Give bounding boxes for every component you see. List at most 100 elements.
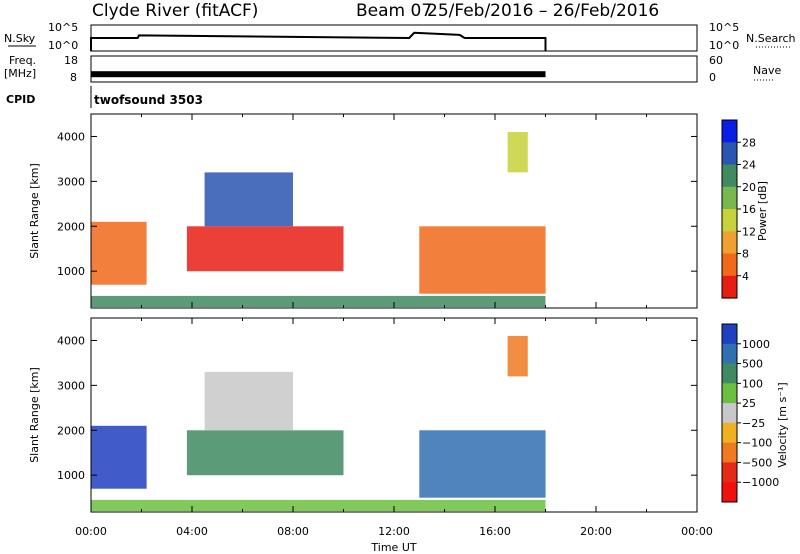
noise-panel: N.Sky 10^5 10^0 10^5 10^0 N.Search xyxy=(4,21,796,52)
freq-series-band xyxy=(91,71,546,78)
nave-label: Nave xyxy=(753,64,781,77)
noise-left-tick-bottom: 10^0 xyxy=(48,39,78,52)
y-tick-label-0: 1000 xyxy=(57,265,85,278)
colorbar-tick-label-5: 8 xyxy=(742,248,749,261)
noise-right-tick-bottom: 10^0 xyxy=(709,39,739,52)
colorbar-tick-label-3: 25 xyxy=(742,397,756,410)
colorbar-tick-label-1: 500 xyxy=(742,358,763,371)
cpid-label: CPID xyxy=(6,93,35,106)
colorbar-segment-4 xyxy=(722,403,737,424)
scatter-region-5 xyxy=(507,336,528,377)
colorbar-segment-0 xyxy=(722,120,737,143)
colorbar-segment-2 xyxy=(722,164,737,188)
freq-right-tick-top: 60 xyxy=(709,54,723,67)
colorbar-segment-3 xyxy=(722,186,737,210)
colorbar-tick-label-4: 12 xyxy=(742,225,756,238)
freq-left-tick-bottom: 8 xyxy=(70,71,77,84)
velocity-data-layer xyxy=(91,336,546,512)
power-frame xyxy=(90,113,698,309)
colorbar-segment-7 xyxy=(722,462,737,483)
noise-left-tick-top: 10^5 xyxy=(48,21,78,34)
colorbar-tick-label-7: −1000 xyxy=(742,476,779,489)
y-tick-label-2: 3000 xyxy=(57,175,85,188)
freq-label: Freq. xyxy=(9,54,36,67)
colorbar-tick-label-0: 1000 xyxy=(742,338,770,351)
x-tick-label-5: 20:00 xyxy=(580,525,612,538)
y-tick-label-0: 1000 xyxy=(57,469,85,482)
colorbar-tick-label-2: 20 xyxy=(742,181,756,194)
velocity-frame xyxy=(90,317,698,513)
cpid-value: twofsound 3503 xyxy=(94,93,203,107)
x-tick-label-1: 04:00 xyxy=(176,525,208,538)
x-tick-label-2: 08:00 xyxy=(277,525,309,538)
x-axis-label: Time UT xyxy=(370,541,416,554)
x-tick-label-0: 00:00 xyxy=(75,525,107,538)
velocity-axis-ticks: 1000 2000 3000 4000 xyxy=(57,318,698,512)
scatter-region-2 xyxy=(204,371,293,431)
colorbar-tick-label-4: −25 xyxy=(742,417,765,430)
nsky-series-line xyxy=(90,31,547,51)
nsearch-label: N.Search xyxy=(746,32,796,45)
power-colorbar-label: Power [dB] xyxy=(756,181,769,241)
colorbar-segment-6 xyxy=(722,253,737,277)
freq-frame xyxy=(90,55,698,83)
velocity-colorbar-label: Velocity [m s⁻¹] xyxy=(776,382,789,467)
scatter-region-0 xyxy=(91,425,147,489)
y-tick-label-3: 4000 xyxy=(57,334,85,347)
velocity-colorbar: 1000 500 100 25 −25 −100 −500 −1000 xyxy=(721,323,779,503)
x-tick-label-6: 00:00 xyxy=(681,525,713,538)
freq-left-tick-top: 18 xyxy=(64,54,78,67)
colorbar-segment-8 xyxy=(722,482,737,503)
colorbar-segment-0 xyxy=(722,324,737,345)
scatter-region-5 xyxy=(507,132,528,173)
scatter-region-0 xyxy=(91,221,147,285)
x-tick-label-3: 12:00 xyxy=(378,525,410,538)
colorbar-tick-label-3: 16 xyxy=(742,203,756,216)
freq-panel: Freq. [MHz] 18 8 60 0 Nave xyxy=(4,54,781,84)
chart-title: Clyde River (fitACF) xyxy=(92,1,258,21)
date-range: 25/Feb/2016 – 26/Feb/2016 xyxy=(427,1,659,21)
noise-right-tick-top: 10^5 xyxy=(709,21,739,34)
scatter-region-4 xyxy=(91,295,546,308)
colorbar-tick-label-0: 28 xyxy=(742,136,756,149)
colorbar-segment-4 xyxy=(722,209,737,232)
colorbar-segment-6 xyxy=(722,442,737,463)
y-tick-label-1: 2000 xyxy=(57,424,85,437)
power-axis-ticks: 1000 2000 3000 4000 xyxy=(57,114,698,308)
scatter-region-3 xyxy=(419,430,546,498)
colorbar-segment-3 xyxy=(722,383,737,404)
power-data-layer xyxy=(91,132,546,308)
scatter-region-1 xyxy=(186,226,344,272)
scatter-region-4 xyxy=(91,499,546,512)
freq-unit-label: [MHz] xyxy=(4,67,36,80)
power-panel: 1000 2000 3000 4000 Slant Range [km] 28 24 20… xyxy=(28,113,769,309)
colorbar-tick-label-2: 100 xyxy=(742,377,763,390)
colorbar-segment-7 xyxy=(722,275,737,299)
colorbar-tick-label-6: −500 xyxy=(742,456,772,469)
time-axis-labels: 00:00 04:00 08:00 12:00 16:00 20:00 00:00 xyxy=(75,525,713,538)
beam-label: Beam 07 xyxy=(356,1,432,21)
power-y-axis-label: Slant Range [km] xyxy=(28,163,41,259)
colorbar-segment-5 xyxy=(722,422,737,444)
colorbar-frame xyxy=(721,323,738,503)
x-tick-label-4: 16:00 xyxy=(479,525,511,538)
nsky-label: N.Sky xyxy=(4,32,36,45)
y-tick-label-3: 4000 xyxy=(57,130,85,143)
y-tick-label-2: 3000 xyxy=(57,379,85,392)
colorbar-tick-label-6: 4 xyxy=(742,270,749,283)
freq-right-tick-bottom: 0 xyxy=(709,71,716,84)
colorbar-tick-label-1: 24 xyxy=(742,159,756,172)
colorbar-segment-1 xyxy=(722,343,737,365)
colorbar-segment-2 xyxy=(722,363,737,384)
velocity-panel: 1000 2000 3000 4000 Slant Range [km] 1000 50… xyxy=(28,317,789,513)
colorbar-segment-5 xyxy=(722,231,737,255)
colorbar-tick-label-5: −100 xyxy=(742,437,772,450)
colorbar-segment-1 xyxy=(722,142,737,166)
y-tick-label-1: 2000 xyxy=(57,220,85,233)
velocity-y-axis-label: Slant Range [km] xyxy=(28,367,41,463)
scatter-region-3 xyxy=(419,226,546,294)
scatter-region-1 xyxy=(186,430,344,476)
scatter-region-2 xyxy=(204,172,293,227)
power-colorbar: 28 24 20 16 12 8 4 xyxy=(721,119,756,299)
